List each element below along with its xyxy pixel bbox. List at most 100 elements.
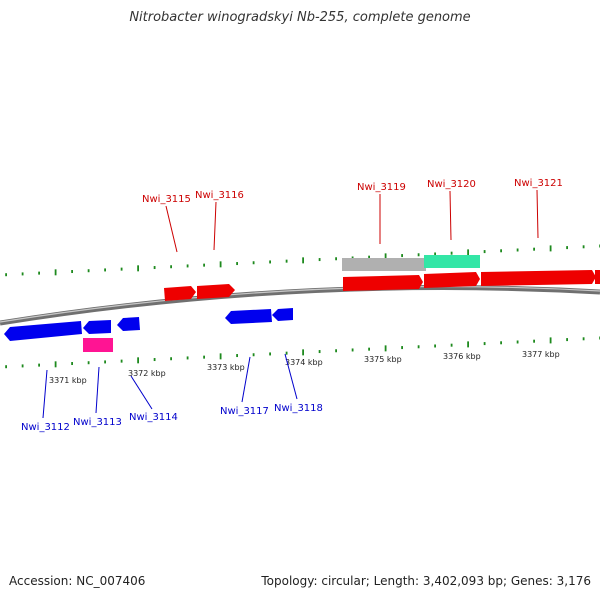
tick-labels: 3371 kbp 3372 kbp 3373 kbp 3374 kbp 3375 kbp… [49, 350, 560, 385]
forward-gene-label[interactable]: Nwi_3116 [195, 190, 244, 201]
outer-tick-mark [368, 255, 370, 259]
gene-arrow-nwi-3121[interactable] [481, 270, 596, 286]
outer-tick-mark [120, 267, 123, 271]
inner-tick-mark [401, 346, 403, 350]
outer-tick-mark [104, 268, 106, 272]
gene-arrow-nwi-3115[interactable] [164, 286, 196, 301]
tick-label: 3373 kbp [207, 363, 245, 372]
gene-arrow-nwi-3116[interactable] [197, 284, 235, 299]
feature-track [4, 255, 600, 352]
outer-tick-mark [54, 269, 57, 276]
outer-tick-mark [483, 250, 486, 254]
forward-gene-label[interactable]: Nwi_3115 [142, 194, 191, 205]
outer-tick-mark [170, 265, 172, 269]
outer-tick-mark [137, 265, 139, 272]
outer-tick-mark [38, 271, 40, 275]
outer-tick-mark [219, 261, 222, 268]
inner-tick-mark [318, 350, 321, 354]
outer-tick-mark [351, 256, 354, 260]
outer-tick-mark [203, 263, 205, 267]
forward-gene-label[interactable]: Nwi_3121 [514, 178, 563, 189]
gene-labels: Nwi_3115 Nwi_3116 Nwi_3119 Nwi_3120 Nwi_3121… [21, 178, 563, 433]
outer-tick-mark [566, 246, 568, 250]
inner-tick-mark [170, 357, 172, 361]
gene-arrow-nwi-3112[interactable] [4, 321, 82, 341]
inner-tick-mark [137, 357, 139, 364]
inner-tick-mark [533, 339, 535, 343]
tick-label: 3372 kbp [128, 369, 166, 378]
reverse-leader-line [42, 369, 48, 419]
reverse-gene-label[interactable]: Nwi_3112 [21, 422, 70, 433]
outer-tick-mark [417, 253, 420, 257]
genome-summary-text: Topology: circular; Length: 3,402,093 bp… [261, 574, 591, 588]
tick-label: 3374 kbp [285, 358, 323, 367]
inner-tick-mark [500, 341, 502, 345]
inner-tick-mark [71, 362, 73, 366]
reverse-leader-line [95, 366, 100, 414]
outer-tick-mark [71, 270, 73, 274]
outer-tick-mark [434, 252, 436, 256]
gray-feature-bar[interactable] [342, 258, 426, 271]
tick-label: 3375 kbp [364, 355, 402, 364]
inner-tick-mark [285, 351, 288, 355]
gene-arrow-nwi-3113[interactable] [83, 320, 111, 334]
forward-gene-label[interactable]: Nwi_3119 [357, 182, 406, 193]
rna-gene-bar[interactable] [83, 338, 113, 352]
outer-tick-mark [285, 259, 288, 263]
inner-tick-mark [549, 337, 552, 344]
gene-arrow-nwi-3119[interactable] [343, 275, 423, 291]
inner-tick-mark [302, 349, 304, 356]
inner-tick-mark [219, 353, 222, 360]
outer-tick-mark [269, 260, 271, 264]
inner-tick-mark [434, 344, 436, 348]
forward-leader-line [536, 189, 539, 239]
inner-tick-mark [38, 363, 40, 367]
inner-tick-mark [483, 342, 486, 346]
inner-tick-mark [566, 338, 568, 342]
inner-tick-mark [21, 364, 24, 368]
gene-arrow-nwi-3120[interactable] [424, 272, 480, 288]
gene-arrow-nwi-3114[interactable] [117, 317, 140, 331]
inner-tick-mark [269, 352, 271, 356]
green-feature-bar[interactable] [424, 255, 480, 268]
inner-tick-mark [203, 355, 205, 359]
reverse-gene-label[interactable]: Nwi_3114 [129, 412, 178, 423]
genome-backbone-highlight [0, 285, 600, 323]
reverse-leader-line [130, 375, 153, 410]
outer-tick-mark [5, 273, 7, 277]
tick-label: 3376 kbp [443, 352, 481, 361]
inner-tick-mark [153, 358, 156, 362]
outer-tick-mark [186, 264, 189, 268]
outer-tick-mark [87, 269, 90, 273]
reverse-gene-label[interactable]: Nwi_3117 [220, 406, 269, 417]
reverse-leader-line [284, 353, 298, 400]
inner-tick-mark [335, 349, 337, 353]
gene-arrow-nwi-3118[interactable] [272, 308, 293, 321]
gene-arrow-edge[interactable] [595, 270, 600, 284]
outer-tick-mark [516, 248, 519, 252]
inner-tick-track [5, 336, 600, 369]
outer-tick-mark [252, 261, 255, 265]
reverse-gene-label[interactable]: Nwi_3118 [274, 403, 323, 414]
reverse-gene-label[interactable]: Nwi_3113 [73, 417, 122, 428]
outer-tick-mark [582, 245, 585, 249]
forward-leader-line [165, 205, 178, 253]
outer-tick-mark [401, 254, 403, 258]
inner-tick-mark [104, 360, 106, 364]
outer-tick-mark [335, 257, 337, 261]
genome-backbone [0, 285, 600, 326]
genome-title: Nitrobacter winogradskyi Nb-255, complet… [129, 10, 471, 25]
reverse-leader-line [241, 356, 251, 403]
gene-arrow-nwi-3117[interactable] [225, 309, 272, 324]
outer-tick-mark [318, 258, 321, 262]
inner-tick-mark [54, 361, 57, 368]
inner-tick-mark [384, 345, 387, 352]
outer-tick-mark [236, 262, 238, 266]
outer-tick-mark [153, 266, 156, 270]
tick-label: 3371 kbp [49, 376, 87, 385]
forward-gene-label[interactable]: Nwi_3120 [427, 179, 476, 190]
inner-tick-mark [450, 343, 453, 347]
inner-tick-mark [236, 354, 238, 358]
inner-tick-mark [5, 365, 7, 369]
